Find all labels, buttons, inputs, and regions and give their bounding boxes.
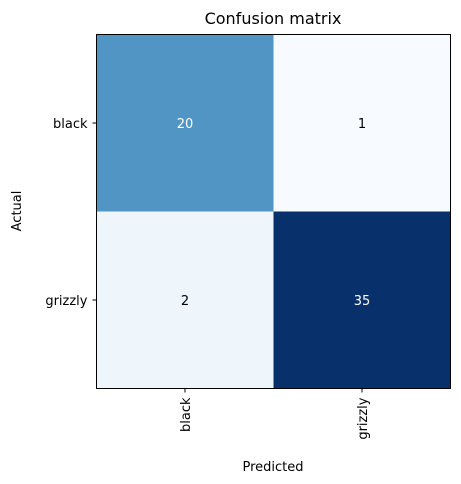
chart-title: Confusion matrix (205, 9, 342, 28)
heatmap-cell (273, 211, 451, 389)
cell-value-label: 2 (181, 294, 189, 309)
heatmap-cell (96, 211, 274, 389)
cell-value-label: 1 (358, 117, 366, 132)
cell-value-label: 35 (354, 294, 371, 309)
y-tick-label: grizzly (45, 294, 87, 309)
heatmap-cell (96, 34, 274, 212)
axis-ticks: black grizzly black grizzly (45, 117, 371, 440)
y-tick-label: black (53, 117, 88, 132)
x-tick-label: black (179, 397, 194, 432)
y-axis-label: Actual (10, 191, 25, 232)
heatmap-cells: 20 1 2 35 (96, 34, 451, 389)
heatmap-cell (273, 34, 451, 212)
x-tick-label: grizzly (356, 397, 371, 439)
cell-value-label: 20 (177, 117, 194, 132)
plot-frame (96, 34, 451, 389)
x-axis-label: Predicted (242, 460, 303, 475)
